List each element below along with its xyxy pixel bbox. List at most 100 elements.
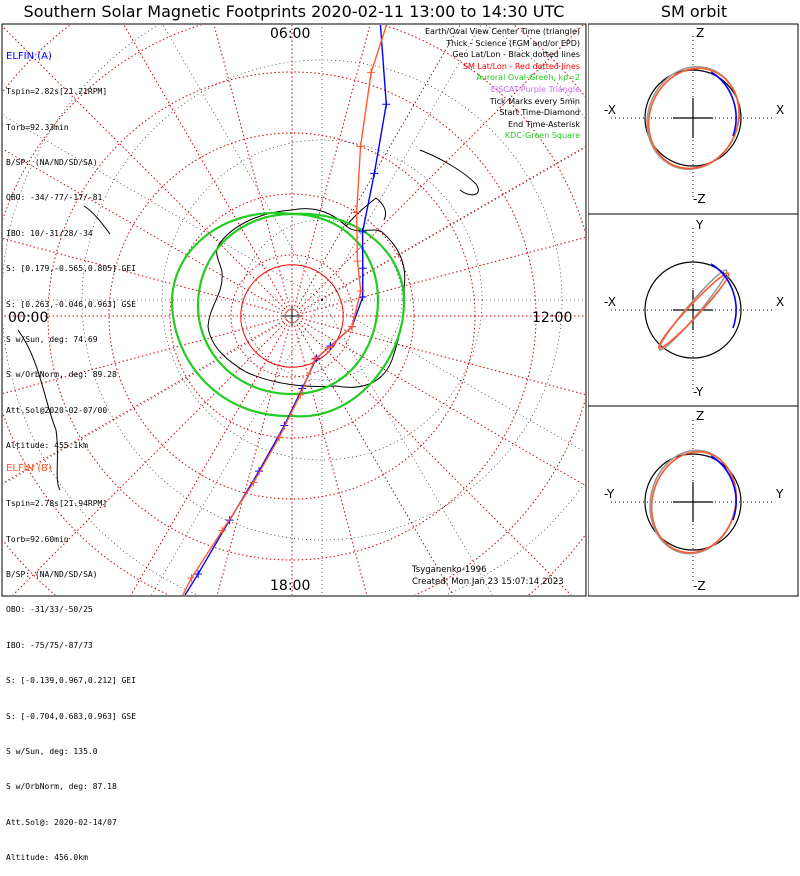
map-legend: Earth/Oval View Center Time (triangle) T… — [425, 26, 580, 142]
tick-mark — [249, 478, 258, 487]
mlt-label-00: 00:00 — [8, 310, 48, 326]
elfin-b-line: B/SP: (NA/ND/SD/SA) — [6, 569, 98, 579]
sm-lon-spoke — [12, 319, 289, 595]
sm-orbit-title: SM orbit — [660, 2, 728, 21]
axis-label-right: X — [776, 103, 784, 117]
tick-mark — [194, 569, 203, 578]
chart-title: Southern Solar Magnetic Footprints 2020-… — [23, 2, 565, 21]
tick-mark — [296, 390, 305, 399]
orbit-path-a — [710, 263, 737, 329]
tick-mark — [275, 433, 284, 442]
sm-lon-spoke — [295, 319, 572, 595]
elfin-a-line: S: [0.263,-0.046,0.963] GSE — [6, 299, 137, 309]
antarctica-coastline — [17, 149, 479, 491]
sm-lon-spoke — [294, 25, 461, 312]
orbit-path-a — [710, 71, 737, 137]
orbit-path-b — [647, 67, 740, 170]
elfin-a-line: Altitude: 455.1km — [6, 441, 88, 451]
elfin-b-line: Tspin=2.78s[21.94RPM] — [6, 499, 108, 509]
legend-item: Tick Marks every 5min — [489, 96, 580, 106]
sm-lon-spoke — [3, 318, 288, 484]
sm-lon-spoke — [294, 320, 454, 595]
orbit-panel-frame — [588, 405, 799, 597]
elfin-b-line: IBO: -75/75/-87/73 — [6, 640, 93, 650]
tick-mark — [325, 343, 334, 352]
sm-lon-spoke — [296, 146, 585, 314]
map-frame — [1, 23, 587, 597]
footprint-map: 06:00 12:00 18:00 00:00 — [1, 23, 587, 597]
elfin-a-line: B/SP: (NA/ND/SD/SA) — [6, 157, 98, 167]
elfin-a-line: Torb=92.33min — [6, 122, 69, 132]
axis-label-right: X — [776, 295, 784, 309]
tick-mark — [218, 526, 227, 535]
new-zealand-coast — [83, 205, 111, 235]
geo-lon-line — [321, 299, 585, 453]
tick-mark — [358, 227, 367, 236]
legend-item: Earth/Oval View Center Time (triangle) — [424, 27, 580, 36]
elfin-a-line: S: [0.179,-0.565,0.805] GEI — [6, 264, 137, 274]
axis-label-left: -Y — [604, 487, 615, 501]
axis-label-left: -X — [604, 103, 616, 117]
elfin-b-name: ELFIN (B) — [6, 462, 52, 474]
sm-lon-spoke — [3, 148, 288, 314]
tick-mark — [352, 208, 361, 217]
elfin-a-name: ELFIN (A) — [6, 50, 52, 62]
mlt-label-12: 12:00 — [532, 310, 572, 326]
sm-lon-spoke — [3, 317, 287, 394]
tick-mark — [367, 68, 376, 77]
axis-label-left: -X — [604, 295, 616, 309]
elfin-a-line: Tspin=2.82s[21.21RPM] — [6, 87, 108, 97]
tick-mark — [348, 322, 357, 331]
earth-circle — [644, 69, 742, 167]
mlt-label-18: 18:00 — [270, 578, 310, 594]
axis-label-top: Y — [695, 218, 704, 232]
sm-lat-ring — [47, 71, 537, 561]
orbit-path-gray — [658, 269, 728, 351]
legend-item: Geo Lat/Lon - Black dotted lines — [452, 50, 580, 60]
axis-label-top: Z — [696, 409, 704, 423]
south-america-coast — [17, 329, 61, 491]
tick-mark — [310, 355, 319, 364]
elfin-b-line: S: [-0.704,0.683,0.963] GSE — [6, 711, 137, 721]
sm-lon-spoke — [295, 25, 584, 313]
orbit-path-b — [657, 272, 730, 349]
elfin-b-info: ELFIN (B) Tspin=2.78s[21.94RPM] Torb=92.… — [6, 438, 136, 876]
elfin-a-line: S w/OrbNorm, deg: 89.28 — [6, 370, 117, 380]
sm-lat-ring — [230, 254, 354, 378]
elfin-b-line: OBO: -31/33/-50/25 — [6, 605, 93, 615]
tick-mark — [382, 100, 391, 109]
sm-lon-spoke — [213, 25, 291, 311]
elfin-b-line: Att.Sol@: 2020-02-14/07 — [6, 817, 117, 827]
legend-item: SM Lat/Lon - Red dotted lines — [462, 61, 580, 71]
tick-mark — [353, 257, 362, 266]
legend-item: End Time-Asterisk — [507, 119, 580, 129]
map-footer: Tsyganenko-1996 Created: Mon Jan 23 15:0… — [412, 565, 564, 588]
earth-circle — [644, 453, 742, 551]
elfin-a-line: S w/Sun, deg: 74.69 — [6, 334, 98, 344]
sm-lon-spoke — [296, 318, 585, 486]
sm-orbit-panels: Z -Z -X X Y -Y -X X Z -Z -Y Y — [588, 23, 799, 597]
auroral-oval — [170, 211, 406, 418]
sm-lon-spoke — [293, 321, 368, 595]
auroral-oval-outer — [170, 211, 406, 418]
elfin-a-line: IBO: 10/-31/28/-34 — [6, 228, 93, 238]
created-timestamp: Created: Mon Jan 23 15:07:14 2023 — [412, 576, 564, 587]
earth-circle — [644, 261, 742, 359]
elfin-b-line: S w/Sun, deg: 135.0 — [6, 746, 98, 756]
elfin-b-line: S: [-0.139,0.967,0.212] GEI — [6, 676, 137, 686]
sm-lon-spoke — [297, 317, 585, 396]
legend-item: Start Time-Diamond — [499, 108, 580, 118]
legend-item: Auroral Oval-Green, kp=2 — [476, 73, 580, 83]
sm-lon-spoke — [293, 25, 371, 311]
tick-mark — [356, 142, 365, 151]
legend-item: KDC-Green Square — [504, 131, 580, 141]
footprint-tracks — [182, 25, 391, 595]
elfin-a-line: OBO: -34/-77/-17/-81 — [6, 193, 103, 203]
elfin-a-line: Att.Sol@2020-02-07/00 — [6, 405, 108, 415]
geo-latlon-lines — [3, 25, 585, 595]
mlt-label-06: 06:00 — [270, 26, 310, 42]
axis-label-right: Y — [775, 487, 784, 501]
axis-label-bottom: -Z — [693, 192, 706, 206]
axis-label-bottom: -Z — [693, 579, 706, 593]
antarctic-peninsula — [345, 197, 387, 227]
